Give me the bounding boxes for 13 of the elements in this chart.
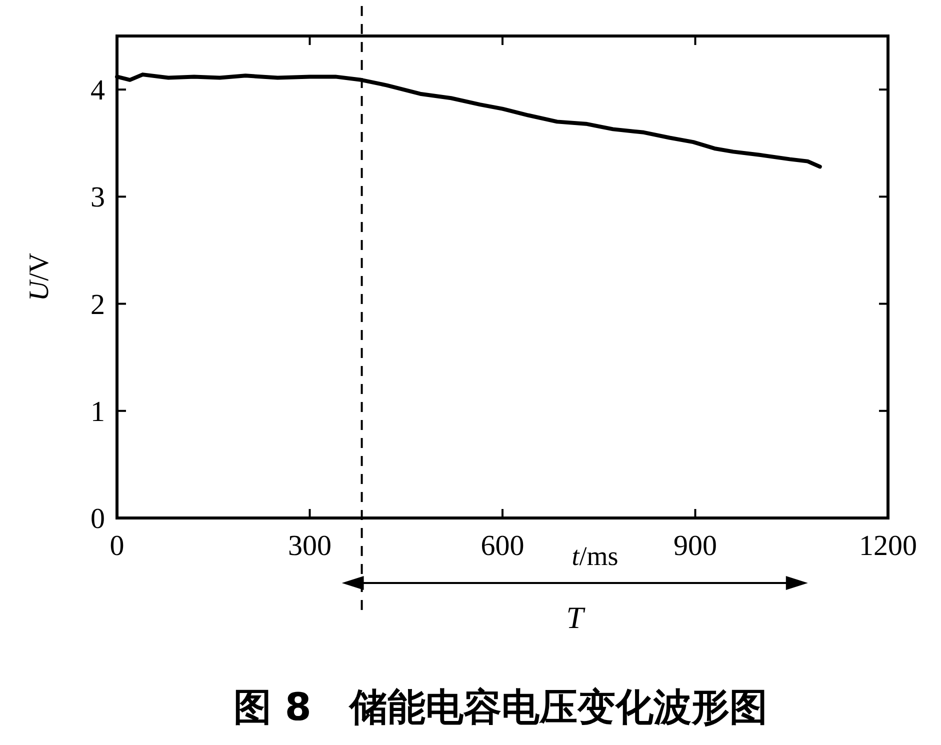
y-tick-label: 3	[90, 182, 105, 214]
x-axis-title: t/ms	[572, 541, 618, 571]
x-tick-label: 300	[288, 530, 332, 562]
y-tick-label: 2	[90, 288, 105, 321]
y-tick-label: 4	[90, 74, 106, 107]
x-tick-label: 900	[674, 530, 717, 562]
y-tick-label: 0	[90, 503, 105, 535]
x-tick-label: 600	[480, 530, 524, 562]
y-axis-title: U/V	[24, 252, 55, 302]
y-tick-label: 1	[90, 396, 105, 428]
text: T	[566, 600, 586, 635]
text: 图 8 储能电容电压变化波形图	[234, 685, 768, 729]
x-tick-label: 1200	[859, 530, 917, 562]
